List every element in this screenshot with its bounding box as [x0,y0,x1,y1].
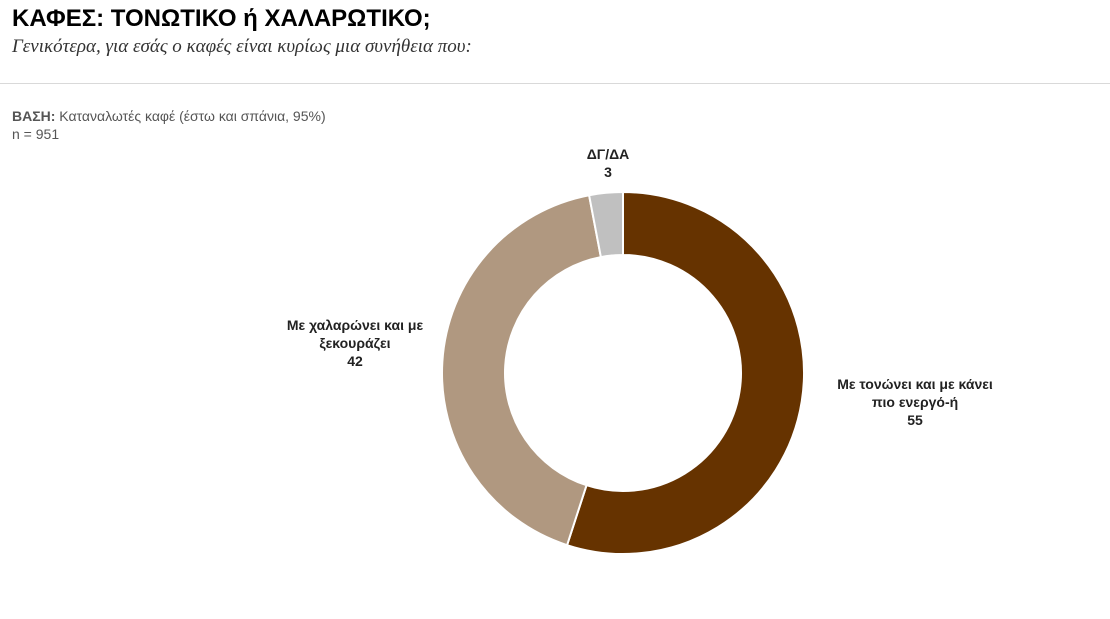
header: ΚΑΦΕΣ: ΤΟΝΩΤΙΚΟ ή ΧΑΛΑΡΩΤΙΚΟ; Γενικότερα… [12,4,1102,58]
slice-label-text: πιο ενεργό-ή [871,394,959,410]
slice-value: 42 [347,353,363,369]
slice-label-text: Με τονώνει και με κάνει [837,376,993,392]
base-label: ΒΑΣΗ: [12,108,56,124]
slice-value: 3 [604,164,612,180]
slice-label-dkna: ΔΓ/ΔΑ 3 [558,145,658,181]
donut-slice-relaxing [441,194,603,547]
base-text: Καταναλωτές καφέ (έστω και σπάνια, 95%) [59,108,326,124]
base-note: ΒΑΣΗ: Καταναλωτές καφέ (έστω και σπάνια,… [12,107,326,143]
donut-slice-dkna [587,190,624,259]
sample-size: n = 951 [12,126,60,142]
slice-label-text: ΔΓ/ΔΑ [586,146,630,162]
slice-label-energizing: Με τονώνει και με κάνει πιο ενεργό-ή 55 [800,375,1030,429]
slice-label-text: Με χαλαρώνει και με [286,317,424,333]
page-title: ΚΑΦΕΣ: ΤΟΝΩΤΙΚΟ ή ΧΑΛΑΡΩΤΙΚΟ; [12,5,431,32]
base-line: ΒΑΣΗ: Καταναλωτές καφέ (έστω και σπάνια,… [12,107,326,125]
slice-label-relaxing: Με χαλαρώνει και με ξεκουράζει 42 [240,316,470,370]
slice-label-text: ξεκουράζει [319,335,391,351]
donut-slice-energizing [565,190,805,555]
header-divider [0,83,1110,84]
slice-value: 55 [907,412,923,428]
page-subtitle: Γενικότερα, για εσάς ο καφές είναι κυρίω… [12,36,472,57]
